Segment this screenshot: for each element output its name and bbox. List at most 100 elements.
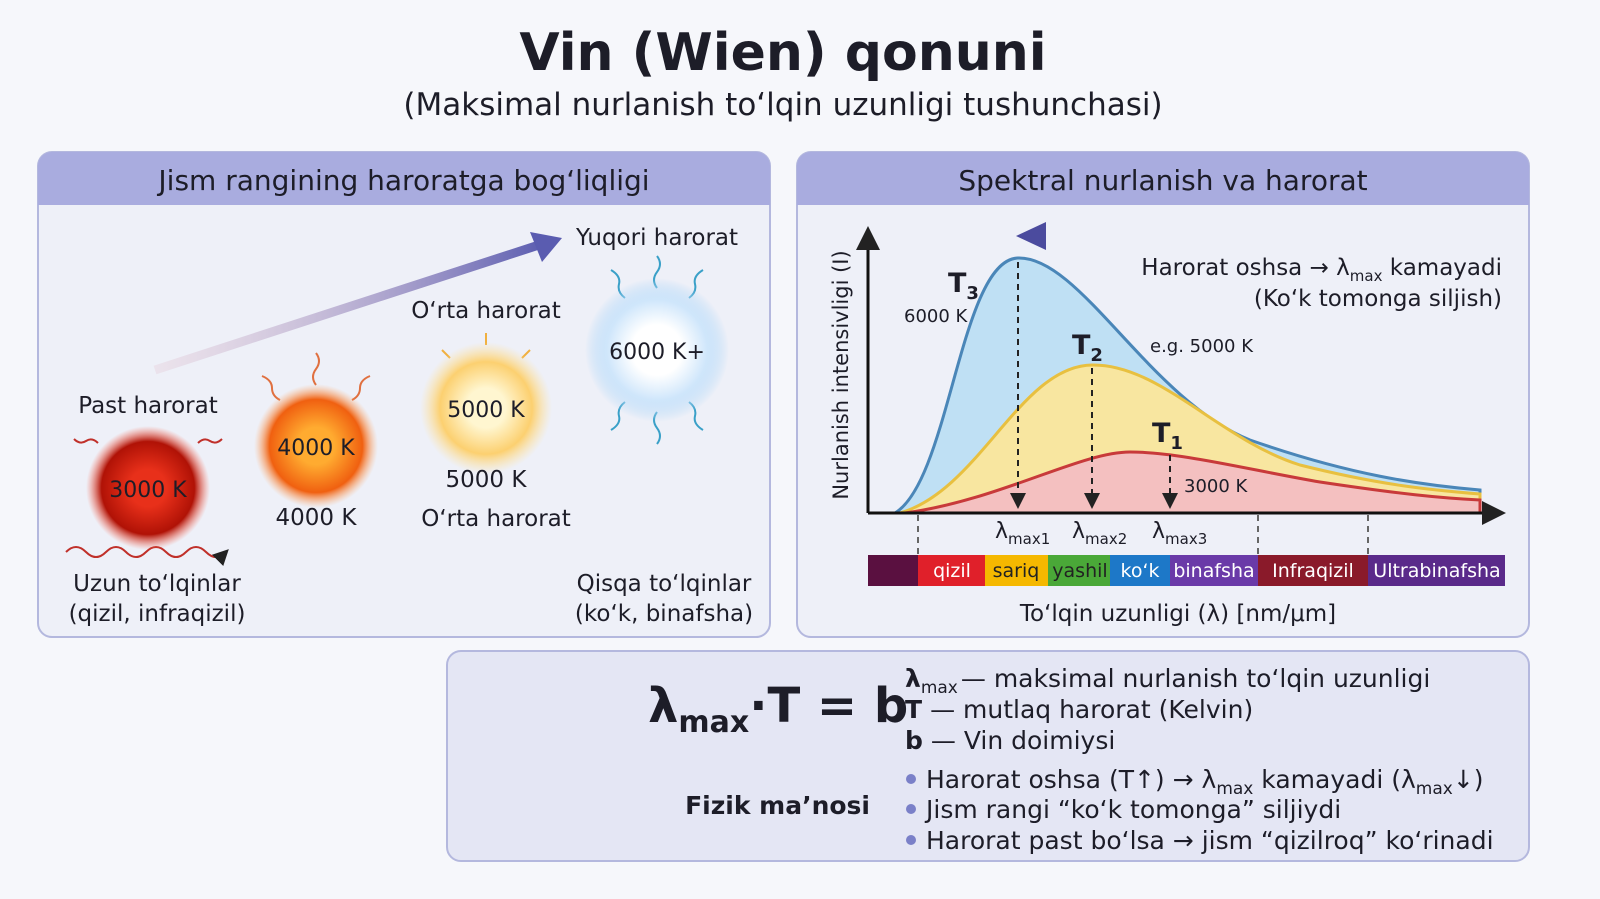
caption: 4000 K — [276, 505, 358, 531]
spectrum-label: ko‘k — [1121, 560, 1160, 582]
trend-arrowhead — [530, 232, 562, 262]
bullet: Harorat oshsa (T↑) → λmax kamayadi (λmax… — [926, 765, 1484, 799]
rays — [261, 352, 371, 401]
y-label: Nurlanish intensivligi (I) — [829, 250, 853, 499]
curve-temp: 3000 K — [1184, 476, 1249, 497]
panel — [446, 650, 1530, 862]
star-label: 5000 K — [447, 398, 525, 423]
caption: Qisqa to‘lqinlar — [577, 571, 752, 597]
bullet: kamayadi (λ — [1253, 765, 1416, 794]
spectrum-bar — [985, 555, 1048, 586]
formula: λmax·T = b — [648, 678, 908, 740]
peak-label: λmax2 — [1072, 519, 1127, 548]
definition: T — mutlaq harorat (Kelvin) — [905, 695, 1253, 724]
curve-name: 2 — [1090, 345, 1103, 366]
curve-name: T — [948, 268, 967, 299]
caption: 5000 K — [446, 467, 528, 493]
star — [254, 384, 378, 508]
panel-header — [38, 152, 770, 205]
spectrum-label: binafsha — [1173, 560, 1254, 582]
peak-lines — [917, 262, 1369, 555]
definition: λ — [905, 664, 921, 693]
peak-label: max2 — [1085, 530, 1127, 548]
curve-t1 — [904, 450, 1482, 515]
definition: — mutlaq harorat (Kelvin) — [930, 695, 1253, 724]
shift-note: Harorat oshsa → λ — [1141, 255, 1350, 281]
bullet-dots — [906, 774, 916, 784]
shift-note: max — [1350, 267, 1383, 285]
definition: — maksimal nurlanish to‘lqin uzunligi — [961, 664, 1430, 693]
caption: Yuqori harorat — [575, 225, 738, 251]
peak-label: λmax1 — [995, 519, 1050, 548]
subtitle: (Maksimal nurlanish to‘lqin uzunligi tus… — [403, 87, 1162, 123]
trend-arrow — [153, 238, 547, 375]
star-label: 4000 K — [277, 436, 355, 461]
curve-temp: 6000 K — [904, 306, 969, 327]
curve-temp: e.g. 5000 K — [1150, 336, 1254, 357]
shift-arrowhead — [1016, 222, 1046, 250]
definition: b — Vin doimiysi — [905, 726, 1115, 755]
curve-name: 3 — [966, 283, 979, 304]
curve-name: T — [1152, 418, 1171, 449]
spectrum-label: qizil — [933, 560, 971, 582]
spectrum-label: Infraqizil — [1272, 560, 1354, 582]
formula: ·T = b — [749, 678, 908, 734]
caption: O‘rta harorat — [421, 506, 571, 532]
x-label: To‘lqin uzunligi (λ) [nm/μm] — [1019, 601, 1336, 627]
bullet-dots — [906, 804, 916, 814]
star — [86, 426, 210, 550]
rays — [73, 438, 223, 444]
caption: (ko‘k, binafsha) — [575, 601, 753, 627]
curve-name: T2 — [1072, 330, 1103, 366]
bullet: Jism rangi “ko‘k tomonga” siljiydi — [924, 795, 1341, 824]
spectrum-bar — [1048, 555, 1110, 586]
bullet: Harorat oshsa (T↑) → λ — [926, 765, 1217, 794]
rays — [65, 255, 704, 567]
rays — [65, 546, 229, 567]
bullet: max — [1216, 779, 1253, 799]
spectrum-bar — [1170, 555, 1258, 586]
caption: (qizil, infraqizil) — [69, 601, 246, 627]
caption: Past harorat — [78, 393, 218, 419]
definition: T — [905, 695, 922, 724]
meaning-label: Fizik ma’nosi — [685, 791, 870, 820]
peak-label: λ — [1072, 519, 1085, 544]
rays — [610, 255, 704, 445]
bullet: ↓) — [1453, 765, 1484, 794]
peak-label: λ — [995, 519, 1008, 544]
peak-label: λ — [1152, 519, 1165, 544]
definition: — Vin doimiysi — [931, 726, 1115, 755]
formula: λ — [648, 678, 678, 734]
curve-name: T — [1072, 330, 1091, 361]
curve-name: T1 — [1152, 418, 1183, 454]
caption: Uzun to‘lqinlar — [73, 571, 241, 597]
spectrum-bar — [868, 555, 918, 586]
peak-label: max1 — [1008, 530, 1050, 548]
star-label: 3000 K — [109, 478, 187, 503]
peak-label: max3 — [1165, 530, 1207, 548]
spectrum-bar — [868, 555, 1505, 586]
bullet-dots — [906, 835, 916, 845]
shift-note: Harorat oshsa → λmax kamayadi — [1141, 255, 1502, 285]
panel-title: Spektral nurlanish va harorat — [958, 164, 1367, 197]
bullet: max — [1416, 779, 1453, 799]
panel-header — [797, 152, 1529, 205]
star-label: 6000 K+ — [609, 340, 705, 365]
peak-label: λmax3 — [1152, 519, 1207, 548]
spectrum-label: yashil — [1052, 560, 1107, 582]
star — [585, 278, 729, 422]
spectrum-bar — [1258, 555, 1368, 586]
caption: O‘rta harorat — [411, 298, 561, 324]
shift-note: kamayadi — [1382, 255, 1502, 281]
spectrum-label: Ultrabinafsha — [1373, 560, 1500, 582]
spectrum-label: sariq — [993, 560, 1040, 582]
title: Vin (Wien) qonuni — [519, 23, 1046, 83]
definition: λmax — maksimal nurlanish to‘lqin uzunlig… — [905, 664, 1430, 698]
star — [420, 342, 552, 474]
bullet-dots — [906, 774, 916, 845]
curve-name: 1 — [1170, 433, 1183, 454]
spectrum-bar — [918, 555, 985, 586]
definition: max — [921, 678, 958, 698]
